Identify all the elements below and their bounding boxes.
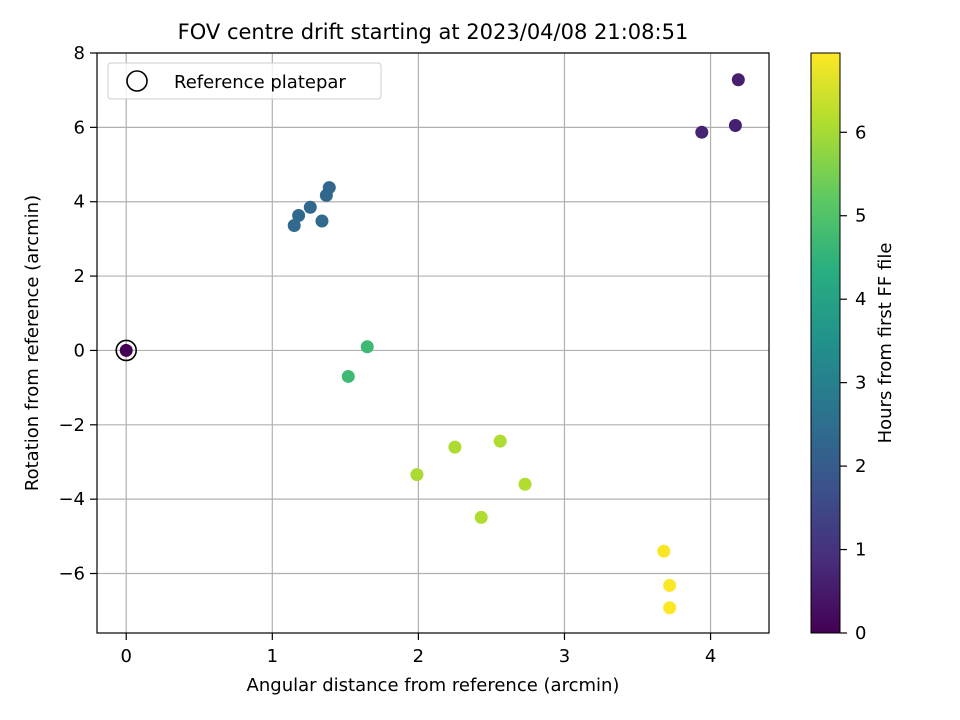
data-point: [448, 440, 462, 454]
x-axis-label: Angular distance from reference (arcmin): [247, 675, 620, 696]
colorbar-label: Hours from first FF file: [875, 243, 896, 444]
x-tick-label: 4: [705, 646, 716, 667]
grid: [97, 52, 769, 633]
data-point: [360, 340, 374, 354]
legend-box: [107, 62, 382, 100]
data-point: [341, 369, 355, 383]
legend-label-reference: Reference platepar: [174, 72, 346, 93]
chart-title: FOV centre drift starting at 2023/04/08 …: [178, 20, 689, 44]
data-point: [663, 601, 677, 615]
data-point: [303, 200, 317, 214]
data-point: [319, 188, 333, 202]
data-points: [119, 73, 745, 615]
data-point: [663, 578, 677, 592]
colorbar-tick-label: 6: [855, 122, 866, 143]
plot-frame: [96, 52, 770, 634]
colorbar-tick-label: 4: [855, 289, 866, 310]
data-point: [657, 544, 671, 558]
data-point: [119, 343, 133, 357]
x-tick-label: 2: [413, 646, 424, 667]
data-point: [695, 125, 709, 139]
y-tick-label: 2: [74, 266, 85, 287]
y-tick-label: 0: [74, 340, 85, 361]
y-axis-label: Rotation from reference (arcmin): [22, 195, 43, 491]
x-axis-ticks: 0 1 2 3 4: [120, 633, 716, 667]
colorbar: 0 1 2 3 4 5 6 Hours from first FF file: [810, 52, 896, 644]
y-tick-label: 4: [74, 192, 85, 213]
reference-platepar-marker: [115, 339, 138, 362]
x-tick-label: 0: [120, 646, 131, 667]
data-point: [287, 219, 301, 233]
data-point: [410, 468, 424, 482]
y-tick-label: −2: [58, 415, 85, 436]
data-point: [518, 477, 532, 491]
colorbar-tick-label: 1: [855, 540, 866, 561]
x-tick-label: 3: [559, 646, 570, 667]
data-point: [728, 119, 742, 132]
y-tick-label: −4: [58, 489, 85, 510]
y-tick-label: −6: [58, 564, 85, 585]
y-axis-ticks: −6 −4 −2 0 2 4 6 8: [58, 43, 97, 585]
data-point: [292, 208, 306, 222]
data-point: [731, 73, 745, 87]
colorbar-tick-label: 0: [855, 623, 866, 644]
legend-reference-marker: [126, 70, 148, 92]
colorbar-tick-label: 3: [855, 373, 866, 394]
colorbar-tick-label: 2: [855, 456, 866, 477]
y-tick-label: 8: [74, 43, 85, 64]
data-point: [493, 434, 507, 448]
data-point: [315, 214, 329, 228]
reference-marker: [115, 339, 138, 362]
x-tick-label: 1: [267, 646, 278, 667]
colorbar-gradient: [810, 52, 841, 634]
y-tick-label: 6: [74, 117, 85, 138]
legend: Reference platepar: [107, 62, 382, 100]
colorbar-ticks: 0 1 2 3 4 5 6: [840, 122, 866, 644]
colorbar-tick-label: 5: [855, 206, 866, 227]
data-point: [474, 510, 488, 524]
